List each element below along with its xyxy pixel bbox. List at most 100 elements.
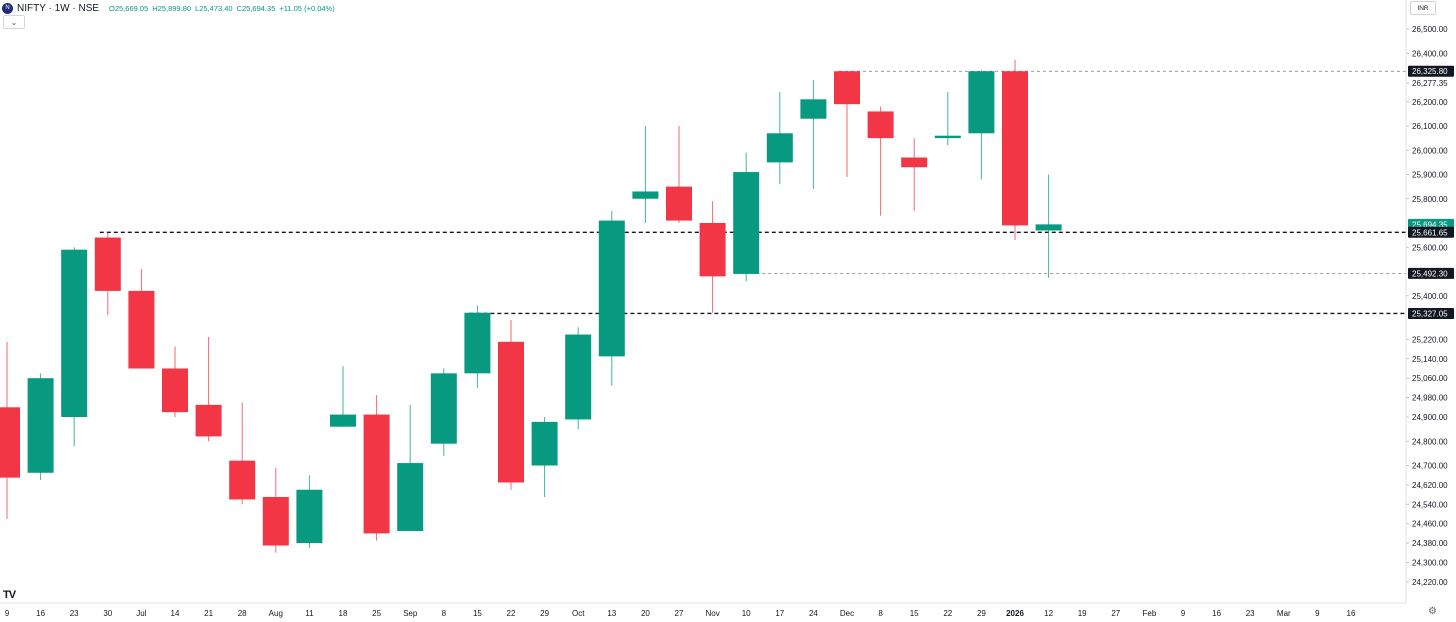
candle-body xyxy=(27,378,54,473)
candle-body xyxy=(766,133,793,163)
candle xyxy=(397,404,424,531)
candle-body xyxy=(296,489,323,544)
candle xyxy=(666,126,692,223)
candle-body xyxy=(397,463,424,531)
time-tick-label: 14 xyxy=(171,609,180,618)
candles-layer xyxy=(0,59,1062,553)
time-tick-label: Mar xyxy=(1277,609,1291,618)
price-tick-label: 25,800.00 xyxy=(1412,195,1448,204)
candle xyxy=(598,210,625,386)
level-price-tag: 25,492.30 xyxy=(1412,269,1448,278)
candle xyxy=(968,70,995,180)
time-tick-label: 27 xyxy=(675,609,684,618)
close-value: C25,694.35 xyxy=(236,3,276,13)
candle-body xyxy=(800,99,827,119)
last-price-tag: 25,694.35 xyxy=(1412,220,1448,229)
price-tick-label: 25,060.00 xyxy=(1412,374,1448,383)
candle-body xyxy=(94,237,121,291)
time-tick-label: Dec xyxy=(840,609,854,618)
level-price-tag-bg xyxy=(1408,307,1454,319)
level-price-tag: 25,327.05 xyxy=(1412,309,1448,318)
candle-body xyxy=(498,341,524,483)
price-tick-label: 24,300.00 xyxy=(1412,559,1448,568)
candle xyxy=(901,138,928,211)
price-tick-label: 24,900.00 xyxy=(1412,413,1448,422)
tradingview-logo-icon[interactable]: TV xyxy=(3,589,16,601)
price-tick-label: 25,600.00 xyxy=(1412,243,1448,252)
candle xyxy=(430,368,457,456)
price-tick-label: 26,100.00 xyxy=(1412,122,1448,131)
level-price-tag-bg xyxy=(1408,226,1454,238)
price-tick-label: 24,620.00 xyxy=(1412,481,1448,490)
candle xyxy=(632,126,659,223)
time-tick-label: Oct xyxy=(572,609,585,618)
candle xyxy=(128,269,155,369)
time-axis[interactable]: 9 16 23 30 Jul 14 21 28 Aug 11 18 25 Sep 8 15 22 29 Oct 13… xyxy=(5,609,1356,618)
candle-body xyxy=(632,191,659,199)
candle xyxy=(330,366,356,427)
change-value: +11.05 (+0.04%) xyxy=(279,3,335,13)
level-price-tag: 25,661.65 xyxy=(1412,228,1448,237)
candle xyxy=(195,336,222,442)
candle-body xyxy=(699,223,726,277)
level-price-tag-bg xyxy=(1408,267,1454,279)
price-tick-label: 24,700.00 xyxy=(1412,462,1448,471)
candle xyxy=(565,327,592,430)
candle-body xyxy=(733,172,760,274)
high-value: H25,899.80 xyxy=(152,3,192,13)
time-tick-label: 27 xyxy=(1111,609,1120,618)
level-price-tag: 26,325.80 xyxy=(1412,67,1448,76)
candle xyxy=(531,417,558,498)
price-tick-label: 24,540.00 xyxy=(1412,500,1448,509)
candle-body xyxy=(430,373,457,444)
time-tick-label: Jul xyxy=(136,609,146,618)
candle xyxy=(363,395,390,541)
time-tick-label: Nov xyxy=(705,609,719,618)
time-tick-label: 8 xyxy=(878,609,883,618)
price-tick-label: 25,900.00 xyxy=(1412,171,1448,180)
candle xyxy=(1035,174,1062,278)
time-tick-label: 30 xyxy=(103,609,112,618)
time-tick-label: Aug xyxy=(269,609,283,618)
nifty-logo-icon: N xyxy=(2,2,13,14)
candle xyxy=(229,402,256,505)
price-tick-label: 25,400.00 xyxy=(1412,292,1448,301)
legend-header: N NIFTY · 1W · NSE O25,669.05 H25,899.80… xyxy=(2,1,335,15)
candle xyxy=(296,475,323,548)
candle-body xyxy=(968,71,995,134)
time-tick-label: 22 xyxy=(943,609,952,618)
time-tick-label: 17 xyxy=(775,609,784,618)
price-tick-label: 26,200.00 xyxy=(1412,98,1448,107)
chevron-down-icon[interactable]: ⌄ xyxy=(3,15,25,29)
symbol-title[interactable]: NIFTY · 1W · NSE xyxy=(17,2,100,14)
time-tick-label: 24 xyxy=(809,609,818,618)
time-tick-label: 19 xyxy=(1078,609,1087,618)
time-tick-label: 10 xyxy=(742,609,751,618)
gear-icon[interactable]: ⚙ xyxy=(1428,606,1437,617)
candle xyxy=(464,305,491,388)
candle-body xyxy=(262,497,289,546)
candle xyxy=(94,232,121,316)
time-tick-label: 2026 xyxy=(1006,609,1024,618)
candle xyxy=(27,373,54,481)
price-tick-label: 26,400.00 xyxy=(1412,49,1448,58)
candle-body xyxy=(330,414,356,427)
candle-body xyxy=(0,407,20,478)
time-tick-label: 22 xyxy=(507,609,516,618)
candle xyxy=(262,467,289,553)
time-tick-label: Feb xyxy=(1143,609,1157,618)
candle xyxy=(766,92,793,185)
time-tick-label: 12 xyxy=(1044,609,1053,618)
price-tags: 25,694.35 26,325.80 25,661.65 25,492.30 25,3… xyxy=(1408,65,1454,319)
currency-button[interactable]: INR xyxy=(1410,1,1436,15)
candle xyxy=(162,346,188,417)
candle-body xyxy=(363,414,390,534)
price-axis[interactable]: 26,500.00 26,400.00 26,277.35 26,200.00 26,1… xyxy=(1406,25,1448,587)
candle-body xyxy=(666,186,692,221)
candle xyxy=(867,106,894,216)
candle xyxy=(61,247,88,447)
candle-body xyxy=(162,368,188,413)
open-value: O25,669.05 xyxy=(109,3,149,13)
time-tick-label: 16 xyxy=(36,609,45,618)
